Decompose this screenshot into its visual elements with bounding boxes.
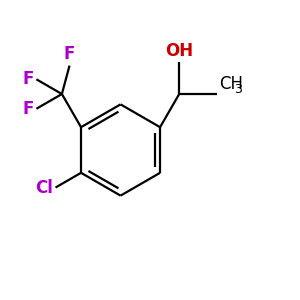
Text: F: F bbox=[22, 100, 33, 118]
Text: F: F bbox=[22, 70, 33, 88]
Text: CH: CH bbox=[219, 75, 243, 93]
Text: Cl: Cl bbox=[35, 178, 52, 196]
Text: 3: 3 bbox=[234, 82, 242, 95]
Text: OH: OH bbox=[165, 42, 193, 60]
Text: F: F bbox=[64, 45, 75, 63]
